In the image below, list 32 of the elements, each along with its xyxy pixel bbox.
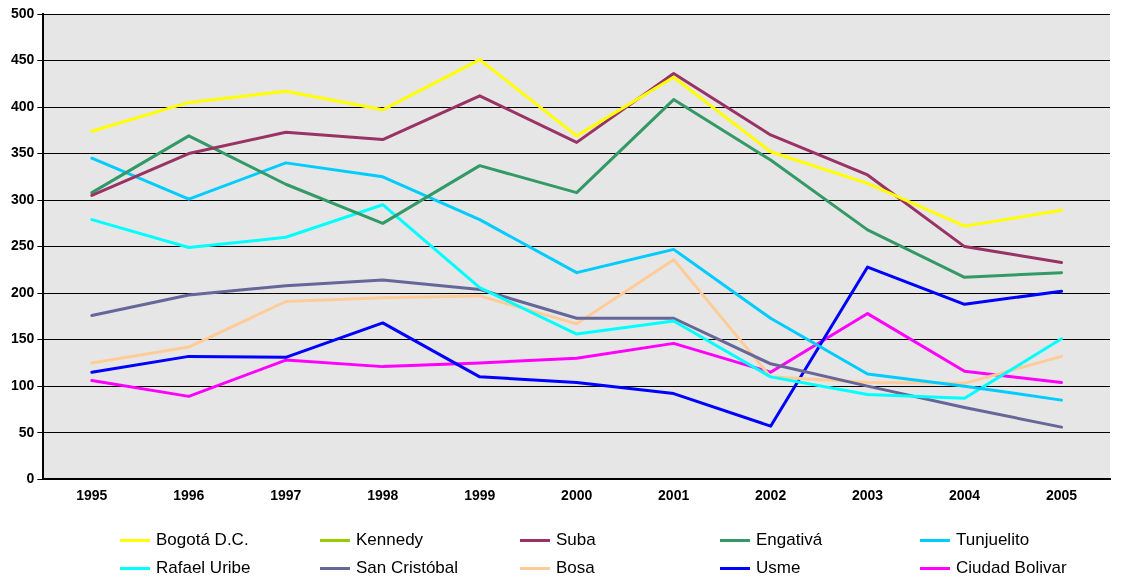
- y-tick-label: 450: [11, 51, 35, 68]
- legend-label: Bogotá D.C.: [156, 530, 249, 550]
- x-tick-label: 1995: [76, 487, 108, 504]
- y-tick-label: 250: [11, 237, 35, 254]
- y-tick-label: 200: [11, 283, 35, 300]
- x-tick-label: 1996: [173, 487, 205, 504]
- x-tick-label: 1998: [367, 487, 399, 504]
- x-tick-label: 2001: [658, 487, 690, 504]
- x-tick-label: 2004: [948, 487, 981, 504]
- legend-label: Usme: [756, 558, 801, 578]
- legend-label: Suba: [556, 530, 596, 550]
- legend-label: Kennedy: [356, 530, 424, 550]
- x-tick-label: 2003: [852, 487, 884, 504]
- y-tick-label: 150: [11, 330, 35, 347]
- y-tick-label: 50: [18, 423, 35, 440]
- y-tick-label: 500: [11, 4, 35, 21]
- y-tick-label: 300: [11, 190, 35, 207]
- legend-label: Bosa: [556, 558, 595, 578]
- legend-label: Rafael Uribe: [156, 558, 251, 578]
- x-tick-label: 2002: [755, 487, 787, 504]
- legend-label: Ciudad Bolivar: [956, 558, 1067, 578]
- x-tick-label: 1997: [270, 487, 302, 504]
- legend-label: Engativá: [756, 530, 823, 550]
- x-tick-label: 2000: [561, 487, 593, 504]
- x-tick-label: 1999: [464, 487, 496, 504]
- legend-label: Tunjuelito: [956, 530, 1030, 550]
- x-tick-label: 2005: [1045, 487, 1078, 504]
- y-tick-label: 0: [26, 470, 35, 487]
- y-tick-label: 350: [11, 144, 35, 161]
- y-tick-label: 400: [11, 97, 35, 114]
- y-tick-label: 100: [11, 377, 35, 394]
- legend-label: San Cristóbal: [356, 558, 459, 578]
